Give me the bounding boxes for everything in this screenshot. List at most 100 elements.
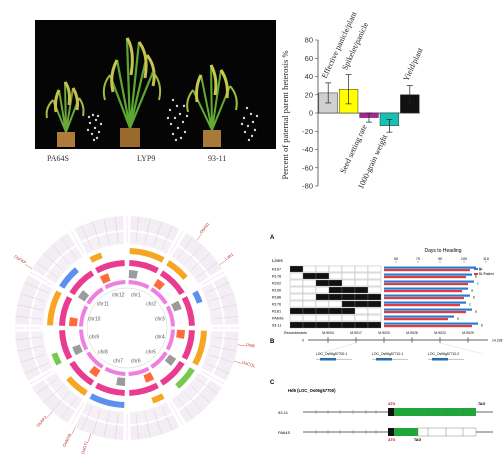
heading-bar-bl xyxy=(384,276,466,279)
track-gridline xyxy=(17,304,43,311)
grid-track xyxy=(45,246,83,284)
chr-label: chr5 xyxy=(146,350,156,356)
gene-pointer xyxy=(46,411,53,418)
annotation-ring xyxy=(192,290,203,304)
marker-label: M-9017 xyxy=(350,331,362,335)
genotype-cell xyxy=(354,300,369,308)
annotation-ring xyxy=(66,376,88,396)
genotype-cell xyxy=(354,272,369,280)
annotation-ring xyxy=(51,352,62,366)
gene-label: OsMADS51 xyxy=(246,342,255,350)
annotation-ring xyxy=(89,252,103,263)
track-gridline xyxy=(43,252,64,271)
bar-marks xyxy=(318,74,420,133)
significance-letter: c xyxy=(477,282,479,286)
marker-map: 0 14.228 M-9004 M-9017 M-9020 M-9026 M-9023 M-9… xyxy=(302,331,502,343)
ideogram-ring xyxy=(104,366,126,376)
day-tick-label: 70 xyxy=(416,257,420,261)
pa64s-plant xyxy=(45,81,85,147)
exon-9311 xyxy=(388,408,476,416)
track-gridline xyxy=(103,218,110,244)
y-tick-label: -20 xyxy=(302,127,313,136)
marker-label: M-9020 xyxy=(378,331,390,335)
chr-label: chr11 xyxy=(97,301,109,307)
track-gridline xyxy=(177,397,193,419)
day-tick-label: 110 xyxy=(483,257,489,261)
genotype-cell xyxy=(367,314,382,322)
inner-density-ring xyxy=(116,377,126,386)
candidate-gene-label: LOC_Os06g57710.2 xyxy=(428,352,459,356)
chr-label: chr6 xyxy=(131,358,141,364)
chromosome-ring xyxy=(181,330,195,360)
genotype-cell xyxy=(289,286,304,294)
significance-letter: c xyxy=(469,303,471,307)
genotype-cell xyxy=(289,293,304,301)
9311-plant xyxy=(186,64,238,147)
genotype-cell xyxy=(315,286,330,294)
genotype-cell xyxy=(354,321,369,329)
genotype-cell xyxy=(328,265,343,273)
significance-letter: b xyxy=(475,275,477,279)
grid-track xyxy=(81,402,125,424)
chromosome-ring xyxy=(159,270,185,296)
genotype-cell xyxy=(341,272,356,280)
significance-letter: b xyxy=(473,296,475,300)
genotype-cell xyxy=(315,293,330,301)
outer-track xyxy=(213,275,239,325)
heading-bar-bl xyxy=(384,325,472,328)
genotype-cell xyxy=(289,321,304,329)
genotype-cell xyxy=(354,286,369,294)
track-gridline xyxy=(212,316,239,320)
heading-bar-nl xyxy=(384,315,454,318)
grid-track xyxy=(201,282,223,326)
track-gridline xyxy=(135,216,139,243)
track-gridline xyxy=(161,225,173,250)
circos-svg: chr1 chr2 chr3 chr4 chr5 chr6 chr7 chr8 chr9 chr1… xyxy=(13,216,269,455)
chromosome-ring xyxy=(69,360,95,386)
genotype-cell xyxy=(354,279,369,287)
genotype-cell xyxy=(367,279,382,287)
day-tick-label: 100 xyxy=(461,257,467,261)
heading-bar-nl xyxy=(384,294,470,297)
recombinants-label: Recombinants xyxy=(284,331,307,335)
genotype-cell xyxy=(341,321,356,329)
inner-circle xyxy=(86,287,168,369)
significance-letter: a xyxy=(475,310,477,314)
circos-chromosome-labels: chr1 chr2 chr3 chr4 chr5 chr6 chr7 chr8 chr9 chr1… xyxy=(88,293,165,365)
genotype-cell xyxy=(315,300,330,308)
ideogram-ring xyxy=(165,329,175,351)
genotype-cell xyxy=(328,314,343,322)
genotype-cell xyxy=(302,265,317,273)
track-gridline xyxy=(184,391,203,412)
9311-grains xyxy=(240,106,259,142)
inner-density-ring xyxy=(77,290,90,302)
track-gridline xyxy=(17,345,43,352)
track-gridline xyxy=(81,406,93,431)
chromosome-ring xyxy=(59,296,73,326)
ideogram-ring xyxy=(79,329,89,351)
chr-label: chr10 xyxy=(88,317,101,323)
ideogram-ring xyxy=(104,280,126,290)
heading-bar-bl xyxy=(384,283,468,286)
heading-bar-nl xyxy=(384,273,472,276)
genotype-cell xyxy=(354,293,369,301)
genotype-cell xyxy=(367,321,382,329)
9311-label: 93-11 xyxy=(208,154,227,163)
track-gridline xyxy=(61,237,77,259)
gene-label: OsAP2 xyxy=(35,414,48,428)
grid-track xyxy=(45,372,83,410)
inner-density-ring xyxy=(72,344,83,356)
genotype-cell xyxy=(289,307,304,315)
panel-c-letter: C xyxy=(270,380,275,386)
exon-pa64s xyxy=(388,428,418,436)
ideogram-ring xyxy=(150,287,168,305)
genotype-cell xyxy=(367,272,382,280)
genotype-cell xyxy=(328,321,343,329)
chr-label: chr8 xyxy=(98,350,108,356)
annotation-ring xyxy=(175,367,195,389)
significance-letter: b xyxy=(481,324,483,328)
track-gridline xyxy=(161,406,173,431)
grid-track xyxy=(81,232,125,254)
track-gridline xyxy=(169,230,184,254)
gene-pointer xyxy=(219,260,227,265)
